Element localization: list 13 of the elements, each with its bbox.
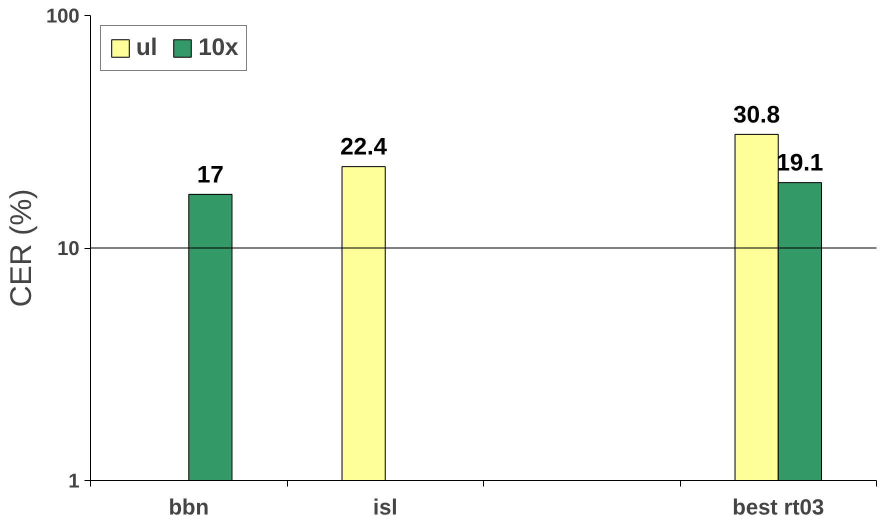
data-label: 22.4 xyxy=(340,134,388,161)
data-label: 19.1 xyxy=(776,150,824,177)
data-label: 30.8 xyxy=(733,101,780,128)
y-tick-label: 10 xyxy=(57,238,80,260)
x-tick-label: best rt03 xyxy=(732,494,824,520)
y-axis-title: CER (%) xyxy=(5,188,38,308)
x-tick-label: isl xyxy=(373,494,398,520)
legend-label: 10x xyxy=(198,34,238,62)
y-tick-label: 100 xyxy=(46,6,80,28)
x-tick-label: bbn xyxy=(168,494,209,520)
legend-label: ul xyxy=(136,34,158,62)
data-label: 17 xyxy=(197,161,224,188)
y-tick-label: 1 xyxy=(68,470,80,492)
